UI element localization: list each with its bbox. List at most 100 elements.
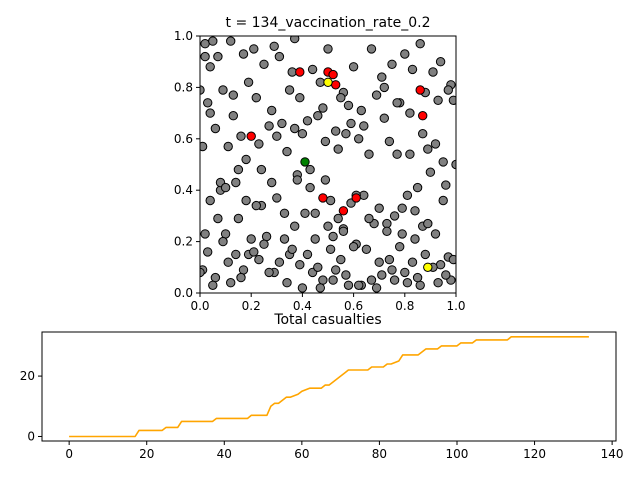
- scatter-point-susceptible: [277, 118, 287, 129]
- scatter-point-susceptible: [333, 213, 343, 224]
- scatter-point-susceptible: [407, 64, 418, 75]
- scatter-point-susceptible: [203, 98, 213, 108]
- scatter-x-tick-label: 0.4: [293, 299, 312, 313]
- scatter-point-susceptible: [218, 236, 228, 247]
- scatter-y-tick-label: 0.8: [174, 80, 193, 94]
- scatter-point-vaccinated: [323, 77, 333, 88]
- scatter-point-infected: [331, 80, 341, 90]
- scatter-x-tick-label: 0.0: [190, 299, 209, 313]
- scatter-point-susceptible: [310, 208, 320, 219]
- scatter-point-susceptible: [259, 59, 269, 70]
- scatter-point-susceptible: [243, 77, 254, 88]
- scatter-y-tick-label: 0.4: [174, 183, 193, 197]
- scatter-point-susceptible: [233, 164, 244, 175]
- scatter-point-susceptible: [420, 249, 430, 260]
- scatter-point-susceptible: [274, 51, 285, 62]
- scatter-point-susceptible: [341, 129, 351, 139]
- scatter-point-susceptible: [272, 193, 282, 203]
- scatter-point-susceptible: [295, 260, 305, 270]
- line-plot-area: 0 20 40 60 80 100 120 140 0 20: [20, 331, 624, 461]
- scatter-point-susceptible: [282, 278, 292, 288]
- scatter-point-susceptible: [387, 265, 397, 275]
- scatter-point-susceptible: [379, 113, 389, 123]
- scatter-point-susceptible: [254, 254, 264, 265]
- line-y-tick-label: 20: [20, 369, 35, 383]
- scatter-point-susceptible: [397, 203, 407, 213]
- line-frame: [41, 331, 617, 442]
- scatter-point-susceptible: [354, 280, 364, 290]
- scatter-point-susceptible: [223, 257, 233, 267]
- scatter-point-susceptible: [389, 275, 400, 285]
- scatter-points: [200, 36, 456, 293]
- scatter-point-susceptible: [405, 108, 415, 118]
- scatter-point-susceptible: [410, 206, 420, 216]
- scatter-point-susceptible: [279, 234, 290, 244]
- scatter-point-susceptible: [407, 257, 418, 267]
- scatter-point-susceptible: [228, 90, 239, 100]
- scatter-point-susceptible: [402, 278, 413, 288]
- scatter-point-susceptible: [200, 229, 210, 239]
- scatter-point-susceptible: [433, 95, 443, 106]
- scatter-point-susceptible: [213, 213, 223, 224]
- scatter-point-susceptible: [331, 126, 341, 136]
- scatter-point-susceptible: [441, 180, 451, 190]
- scatter-point-susceptible: [264, 267, 274, 278]
- scatter-point-susceptible: [264, 121, 274, 131]
- scatter-point-susceptible: [318, 275, 328, 285]
- line-x-tick-label: 0: [65, 447, 73, 461]
- scatter-point-susceptible: [333, 144, 343, 154]
- scatter-point-infected: [338, 206, 349, 216]
- scatter-point-susceptible: [290, 221, 300, 231]
- line-x-tick-label: 60: [294, 447, 309, 461]
- scatter-point-susceptible: [208, 36, 218, 46]
- scatter-x-tick-label: 0.6: [344, 299, 363, 313]
- scatter-point-susceptible: [323, 221, 333, 231]
- scatter-point-susceptible: [361, 244, 372, 255]
- scatter-point-susceptible: [418, 129, 428, 139]
- scatter-point-susceptible: [425, 167, 436, 177]
- scatter-point-susceptible: [267, 105, 277, 116]
- line-title: Total casualties: [273, 312, 381, 328]
- scatter-point-susceptible: [328, 231, 338, 242]
- scatter-point-susceptible: [226, 36, 236, 46]
- scatter-point-susceptible: [410, 234, 420, 244]
- line-x-tick-label: 100: [446, 447, 469, 461]
- scatter-point-susceptible: [392, 149, 402, 159]
- scatter-point-susceptible: [210, 123, 221, 134]
- scatter-point-susceptible: [387, 59, 397, 70]
- line-x-tick-label: 80: [372, 447, 387, 461]
- scatter-point-susceptible: [315, 283, 325, 293]
- scatter-y-tick-label: 0.2: [174, 235, 193, 249]
- line-x-tick-label: 140: [601, 447, 624, 461]
- scatter-point-susceptible: [210, 272, 221, 283]
- scatter-point-susceptible: [213, 51, 223, 62]
- scatter-point-susceptible: [318, 103, 328, 113]
- scatter-point-susceptible: [267, 177, 277, 188]
- scatter-point-susceptible: [251, 200, 261, 211]
- scatter-point-susceptible: [395, 242, 405, 252]
- scatter-point-susceptible: [238, 265, 249, 275]
- scatter-point-susceptible: [331, 265, 341, 275]
- scatter-point-susceptible: [423, 218, 433, 229]
- scatter-point-susceptible: [428, 67, 438, 77]
- scatter-point-susceptible: [382, 218, 392, 229]
- scatter-point-susceptible: [448, 254, 456, 265]
- scatter-point-susceptible: [259, 239, 269, 249]
- scatter-point-susceptible: [249, 247, 259, 257]
- scatter-point-susceptible: [205, 108, 215, 118]
- scatter-point-susceptible: [328, 275, 338, 285]
- scatter-point-susceptible: [218, 85, 228, 95]
- scatter-point-susceptible: [346, 118, 356, 129]
- scatter-point-susceptible: [302, 116, 313, 126]
- scatter-frame: [199, 35, 457, 294]
- scatter-point-susceptible: [371, 90, 382, 100]
- scatter-point-susceptible: [300, 208, 310, 219]
- scatter-point-susceptible: [241, 195, 251, 206]
- scatter-point-susceptible: [274, 257, 285, 267]
- scatter-point-susceptible: [249, 44, 259, 54]
- scatter-point-susceptible: [246, 234, 256, 244]
- scatter-point-infected: [328, 69, 338, 80]
- casualties-line: [69, 336, 589, 438]
- scatter-point-susceptible: [295, 93, 305, 103]
